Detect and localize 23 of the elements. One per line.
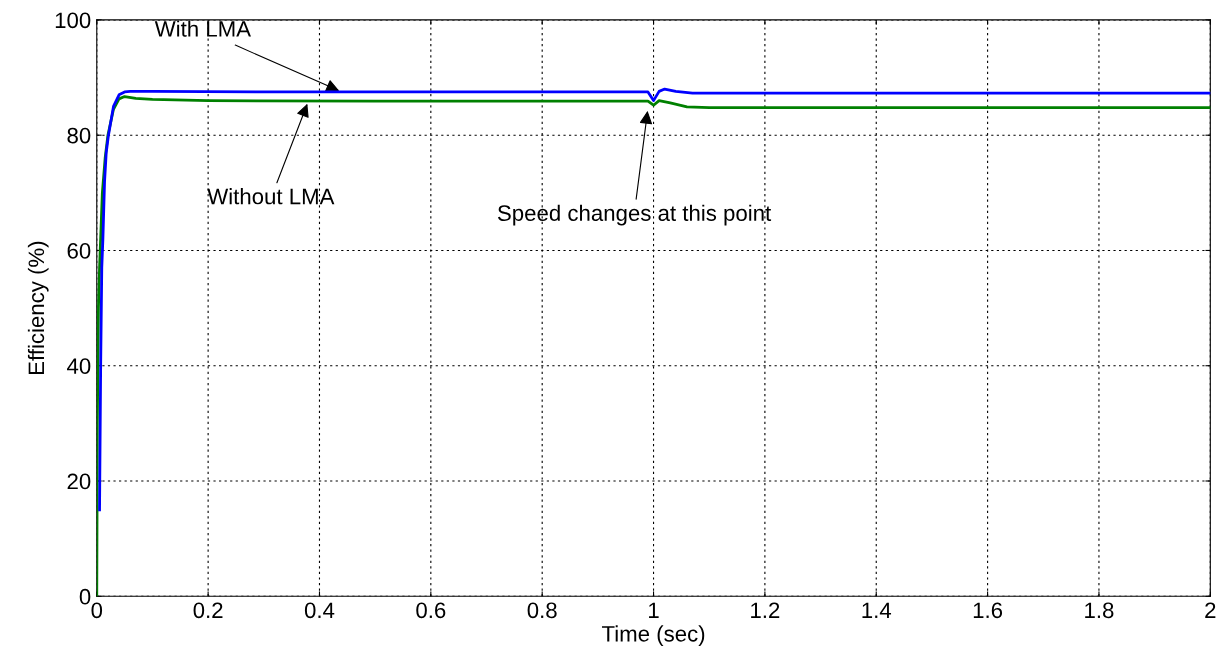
x-tick-label: 0.4 xyxy=(304,602,335,619)
x-tick-label: 0.2 xyxy=(193,602,223,619)
x-tick-label: 1.8 xyxy=(1085,602,1114,619)
y-tick-label: 20 xyxy=(67,473,91,490)
y-tick-label: 0 xyxy=(79,588,91,605)
x-tick-label: 0.8 xyxy=(527,602,557,619)
x-tick-label: 1.6 xyxy=(973,602,1003,619)
x-tick-label: 0 xyxy=(91,602,103,619)
annotation: Speed changes at this point xyxy=(497,204,772,226)
x-tick-label: 1.2 xyxy=(751,602,780,618)
x-tick-label: 1.4 xyxy=(862,602,892,618)
x-tick-label: 1 xyxy=(649,602,659,618)
y-tick-label: 80 xyxy=(67,127,91,144)
y-tick-label: 40 xyxy=(67,358,91,374)
y-axis-title: Efficiency (%) xyxy=(27,241,49,374)
annotation: Without LMA xyxy=(207,188,335,205)
x-tick-label: 0.6 xyxy=(416,602,446,619)
line-series xyxy=(98,87,1211,512)
annotation: With LMA xyxy=(154,20,251,37)
x-axis-title: Time (sec) xyxy=(601,625,705,647)
y-tick-label: 60 xyxy=(67,243,91,259)
y-tick-label: 100 xyxy=(55,12,91,29)
x-tick-label: 2 xyxy=(1205,602,1216,618)
